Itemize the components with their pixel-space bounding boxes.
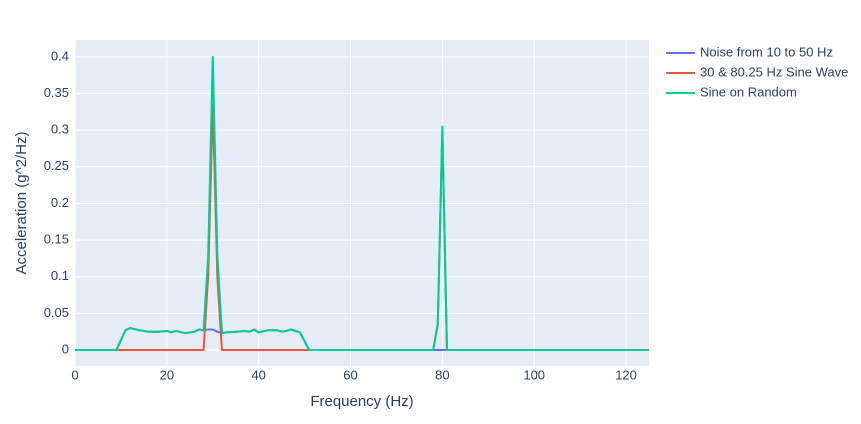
y-tick-label: 0.3 (51, 122, 69, 137)
y-tick-label: 0.1 (51, 268, 69, 283)
legend-label: Sine on Random (700, 84, 797, 99)
y-tick-label: 0.05 (44, 305, 69, 320)
x-tick-label: 40 (251, 367, 265, 382)
line-series (75, 55, 649, 352)
x-tick-label: 100 (523, 367, 545, 382)
legend-label: 30 & 80.25 Hz Sine Wave (700, 64, 848, 79)
y-tick-label: 0.15 (44, 232, 69, 247)
y-tick-label: 0.35 (44, 85, 69, 100)
y-axis-title: Acceleration (g^2/Hz) (13, 132, 30, 275)
x-tick-label: 20 (160, 367, 174, 382)
x-tick-label: 60 (343, 367, 357, 382)
x-tick-label: 120 (615, 367, 637, 382)
x-tick-label: 0 (71, 367, 78, 382)
x-tick-label: 80 (435, 367, 449, 382)
x-axis-title: Frequency (Hz) (310, 393, 413, 410)
y-tick-label: 0.2 (51, 195, 69, 210)
y-tick-label: 0.4 (51, 48, 69, 63)
y-tick-label: 0 (62, 341, 69, 356)
y-tick-label: 0.25 (44, 158, 69, 173)
legend-label: Noise from 10 to 50 Hz (700, 44, 833, 59)
